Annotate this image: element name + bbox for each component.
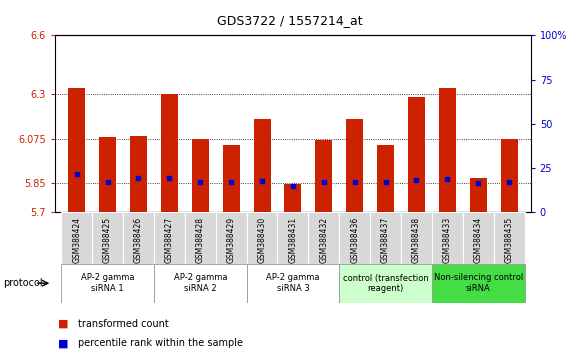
Bar xyxy=(246,264,339,303)
Point xyxy=(505,179,514,185)
Bar xyxy=(123,212,154,264)
Bar xyxy=(192,139,209,212)
Text: AP-2 gamma
siRNA 2: AP-2 gamma siRNA 2 xyxy=(173,274,227,293)
Bar xyxy=(346,119,363,212)
Point xyxy=(412,177,421,183)
Text: Non-silencing control
siRNA: Non-silencing control siRNA xyxy=(434,274,523,293)
Bar xyxy=(61,212,92,264)
Text: GSM388431: GSM388431 xyxy=(288,217,298,263)
Bar xyxy=(185,212,216,264)
Bar xyxy=(408,97,425,212)
Text: GSM388429: GSM388429 xyxy=(227,217,235,263)
Bar xyxy=(61,264,154,303)
Point xyxy=(227,179,236,185)
Text: ■: ■ xyxy=(58,338,68,348)
Bar xyxy=(377,144,394,212)
Bar xyxy=(68,88,85,212)
Text: GSM388425: GSM388425 xyxy=(103,217,112,263)
Bar xyxy=(130,136,147,212)
Bar xyxy=(277,212,309,264)
Point xyxy=(350,179,359,185)
Bar xyxy=(494,212,524,264)
Bar xyxy=(501,139,517,212)
Bar xyxy=(370,212,401,264)
Point xyxy=(134,175,143,181)
Bar xyxy=(432,212,463,264)
Bar xyxy=(316,139,332,212)
Bar xyxy=(463,212,494,264)
Text: transformed count: transformed count xyxy=(78,319,169,329)
Bar xyxy=(223,144,240,212)
Text: GSM388438: GSM388438 xyxy=(412,217,421,263)
Text: GSM388424: GSM388424 xyxy=(72,217,81,263)
Point xyxy=(473,180,483,186)
Bar xyxy=(339,264,432,303)
Point xyxy=(381,179,390,185)
Bar xyxy=(92,212,123,264)
Bar xyxy=(339,212,370,264)
Bar xyxy=(432,264,524,303)
Text: GSM388428: GSM388428 xyxy=(196,217,205,263)
Bar xyxy=(309,212,339,264)
Text: AP-2 gamma
siRNA 3: AP-2 gamma siRNA 3 xyxy=(266,274,320,293)
Bar xyxy=(246,212,277,264)
Text: GSM388435: GSM388435 xyxy=(505,217,513,263)
Text: protocol: protocol xyxy=(3,278,42,288)
Text: percentile rank within the sample: percentile rank within the sample xyxy=(78,338,243,348)
Text: GSM388433: GSM388433 xyxy=(443,217,452,263)
Bar xyxy=(439,88,456,212)
Text: GDS3722 / 1557214_at: GDS3722 / 1557214_at xyxy=(217,14,363,27)
Bar xyxy=(470,178,487,212)
Point xyxy=(103,179,113,185)
Text: GSM388432: GSM388432 xyxy=(319,217,328,263)
Text: GSM388437: GSM388437 xyxy=(381,217,390,263)
Bar xyxy=(216,212,246,264)
Text: ■: ■ xyxy=(58,319,68,329)
Point xyxy=(443,176,452,182)
Bar xyxy=(99,137,116,212)
Point xyxy=(72,171,81,177)
Text: GSM388430: GSM388430 xyxy=(258,217,267,263)
Point xyxy=(165,175,174,181)
Bar xyxy=(284,184,302,212)
Bar xyxy=(401,212,432,264)
Bar xyxy=(154,212,185,264)
Text: control (transfection
reagent): control (transfection reagent) xyxy=(343,274,429,293)
Bar xyxy=(161,95,178,212)
Bar xyxy=(253,119,270,212)
Text: GSM388436: GSM388436 xyxy=(350,217,359,263)
Text: GSM388434: GSM388434 xyxy=(474,217,483,263)
Point xyxy=(319,179,328,185)
Point xyxy=(258,178,267,184)
Bar xyxy=(154,264,246,303)
Point xyxy=(195,179,205,185)
Text: GSM388426: GSM388426 xyxy=(134,217,143,263)
Point xyxy=(288,183,298,189)
Text: AP-2 gamma
siRNA 1: AP-2 gamma siRNA 1 xyxy=(81,274,135,293)
Text: GSM388427: GSM388427 xyxy=(165,217,174,263)
